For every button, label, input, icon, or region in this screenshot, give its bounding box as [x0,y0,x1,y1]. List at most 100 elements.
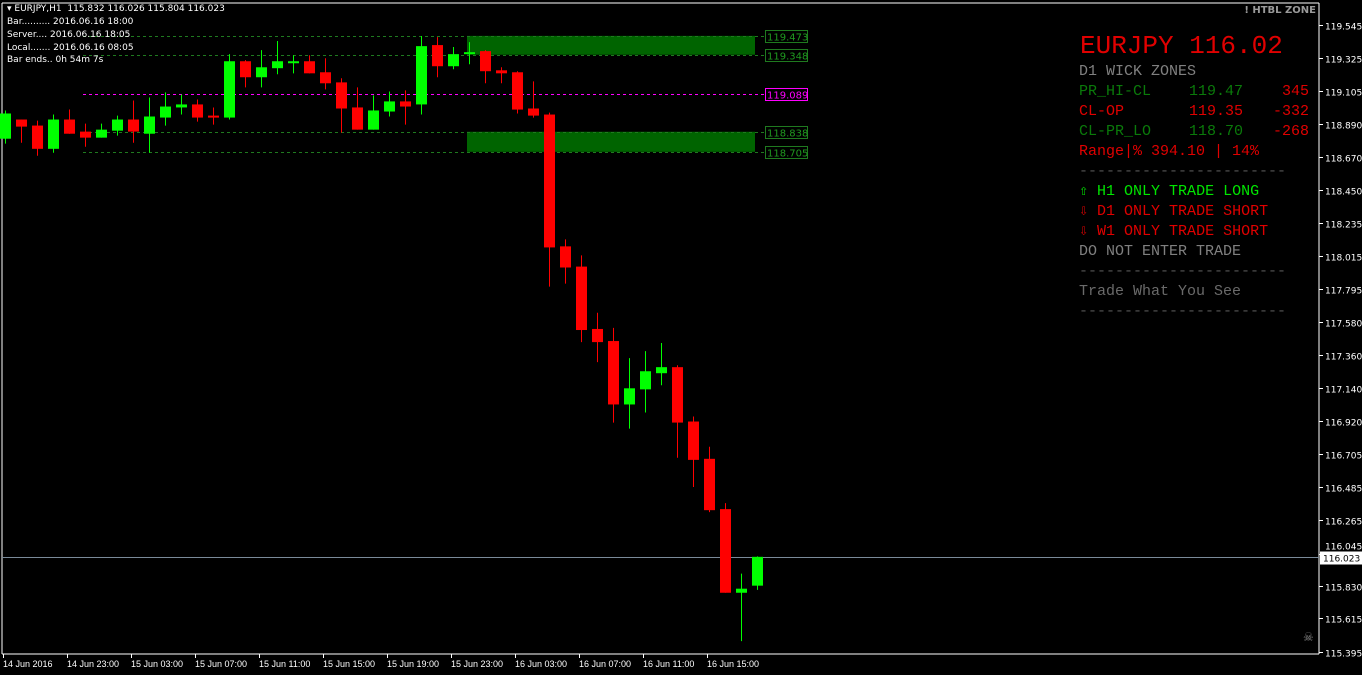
bull-candle-body [736,588,747,593]
bull-candle-body [752,556,763,586]
bear-candle-body [336,82,347,109]
price-tick-label: 119.325 [1325,56,1362,66]
bear-candle-body [16,119,27,127]
bull-candle-body [656,367,667,374]
price-tick-label: 116.485 [1325,485,1362,495]
bar-time: Bar.......... 2016.06.16 18:00 [7,17,134,27]
bear-candle-body [304,61,315,74]
price-tick-label: 118.235 [1325,221,1362,231]
bear-candle-body [320,72,331,84]
level-label: 118.838 [767,129,808,140]
bull-candle-body [96,129,107,138]
separator: ----------------------- [1079,163,1287,180]
wick-row: CL-OP [1079,102,1124,122]
bear-candle-body [512,72,523,110]
time-tick-label: 14 Jun 2016 [3,659,53,669]
arrow-down-icon: ⇩ [1079,203,1089,220]
row-points: -332 [1272,103,1309,120]
level-lines: 119.473 119.348 119.089 118.838 118.705 [83,30,808,160]
bear-candle-body [544,114,555,248]
bull-candle-body [144,116,155,134]
time-tick-label: 16 Jun 03:00 [515,659,567,669]
bull-candle-body [112,119,123,131]
signal-row: ⇩ D1 ONLY TRADE SHORT [1079,202,1268,222]
price-tick-label: 115.830 [1325,584,1362,594]
price-tick-label: 118.670 [1325,155,1362,165]
bear-candle-body [720,509,731,593]
price-tick-label: 117.580 [1325,320,1362,330]
time-tick-label: 14 Jun 23:00 [67,659,119,669]
bull-candle-body [256,67,267,78]
bull-candle-body [288,61,299,64]
bear-candle-body [576,266,587,331]
time-tick-label: 16 Jun 07:00 [579,659,631,669]
wick-row: PR_HI-CL [1079,82,1151,102]
signal-text: D1 ONLY TRADE SHORT [1097,203,1269,220]
bull-candle-body [176,104,187,108]
bear-candle-body [496,70,507,74]
price-tick-label: 116.265 [1325,518,1362,528]
time-tick-label: 15 Jun 07:00 [195,659,247,669]
wick-row: CL-PR_LO [1079,122,1151,142]
bear-candle-body [208,115,219,118]
price-tick-label: 115.395 [1325,650,1362,660]
signal-row: ⇩ W1 ONLY TRADE SHORT [1079,222,1268,242]
arrow-down-icon: ⇩ [1079,223,1089,240]
bear-candle-body [32,125,43,149]
bear-candle-body [64,119,75,134]
dropdown-triangle-icon[interactable]: ▾ [7,4,15,14]
row-label: PR_HI-CL [1079,83,1152,100]
price-tick-label: 117.140 [1325,386,1362,396]
time-tick-label: 15 Jun 11:00 [259,659,310,669]
range-text: Range|% 394.10 | 14% [1079,143,1260,160]
bar-ends: Bar ends.. 0h 54m 7s [7,55,104,65]
price-tick-label: 118.450 [1325,188,1362,198]
panel-subtitle: D1 WICK ZONES [1079,63,1197,80]
bull-candle-body [624,388,635,405]
price-tick-label: 117.360 [1325,353,1362,363]
row-label: CL-PR_LO [1079,123,1152,140]
wick-zone-rect [467,131,755,152]
bear-candle-body [128,119,139,132]
bear-candle-body [80,131,91,138]
price-tick-label: 116.705 [1325,452,1362,462]
level-label-box [765,30,808,43]
separator: ----------------------- [1079,263,1287,280]
wick-zones [467,35,755,152]
row-points: 345 [1281,83,1309,100]
bear-candle-body [560,246,571,268]
level-label-box [765,49,808,62]
wick-zone-rect [467,35,755,55]
price-tick-label: 115.615 [1325,616,1362,626]
arrow-up-icon: ⇧ [1079,183,1089,200]
price-axis: 119.545 119.325 119.105 118.890 118.670 118.4… [1319,23,1362,660]
bear-candle-body [528,108,539,116]
bear-candle-body [688,421,699,460]
row-value: 118.70 [1189,123,1244,140]
level-label-box [765,126,808,139]
level-label: 119.348 [767,52,808,63]
time-tick-label: 15 Jun 19:00 [387,659,439,669]
bull-candle-body [464,52,475,55]
chart-frame [1,2,1320,655]
bull-candle-body [640,371,651,390]
time-tick-label: 16 Jun 11:00 [643,659,694,669]
panel-title: EURJPY 116.02 [1080,31,1283,61]
bear-candle-body [352,107,363,130]
indicator-brand: ! HTBL ZONE [1244,5,1316,16]
bid-price-box [1320,551,1362,565]
price-tick-label: 117.795 [1325,287,1362,297]
bear-candle-body [240,61,251,78]
row-label: CL-OP [1079,103,1125,120]
time-tick-label: 15 Jun 15:00 [323,659,375,669]
signal-text: H1 ONLY TRADE LONG [1097,183,1260,200]
signal-text: W1 ONLY TRADE SHORT [1097,223,1269,240]
symbol-header[interactable]: ▾ EURJPY,H1 115.832 116.026 115.804 116.… [7,4,225,15]
skull-icon: ☠ [1303,630,1314,644]
time-tick-label: 16 Jun 15:00 [707,659,759,669]
bull-candle-body [416,46,427,105]
bull-candle-body [368,110,379,130]
bull-candle-body [0,113,11,139]
row-value: 119.47 [1189,83,1244,100]
